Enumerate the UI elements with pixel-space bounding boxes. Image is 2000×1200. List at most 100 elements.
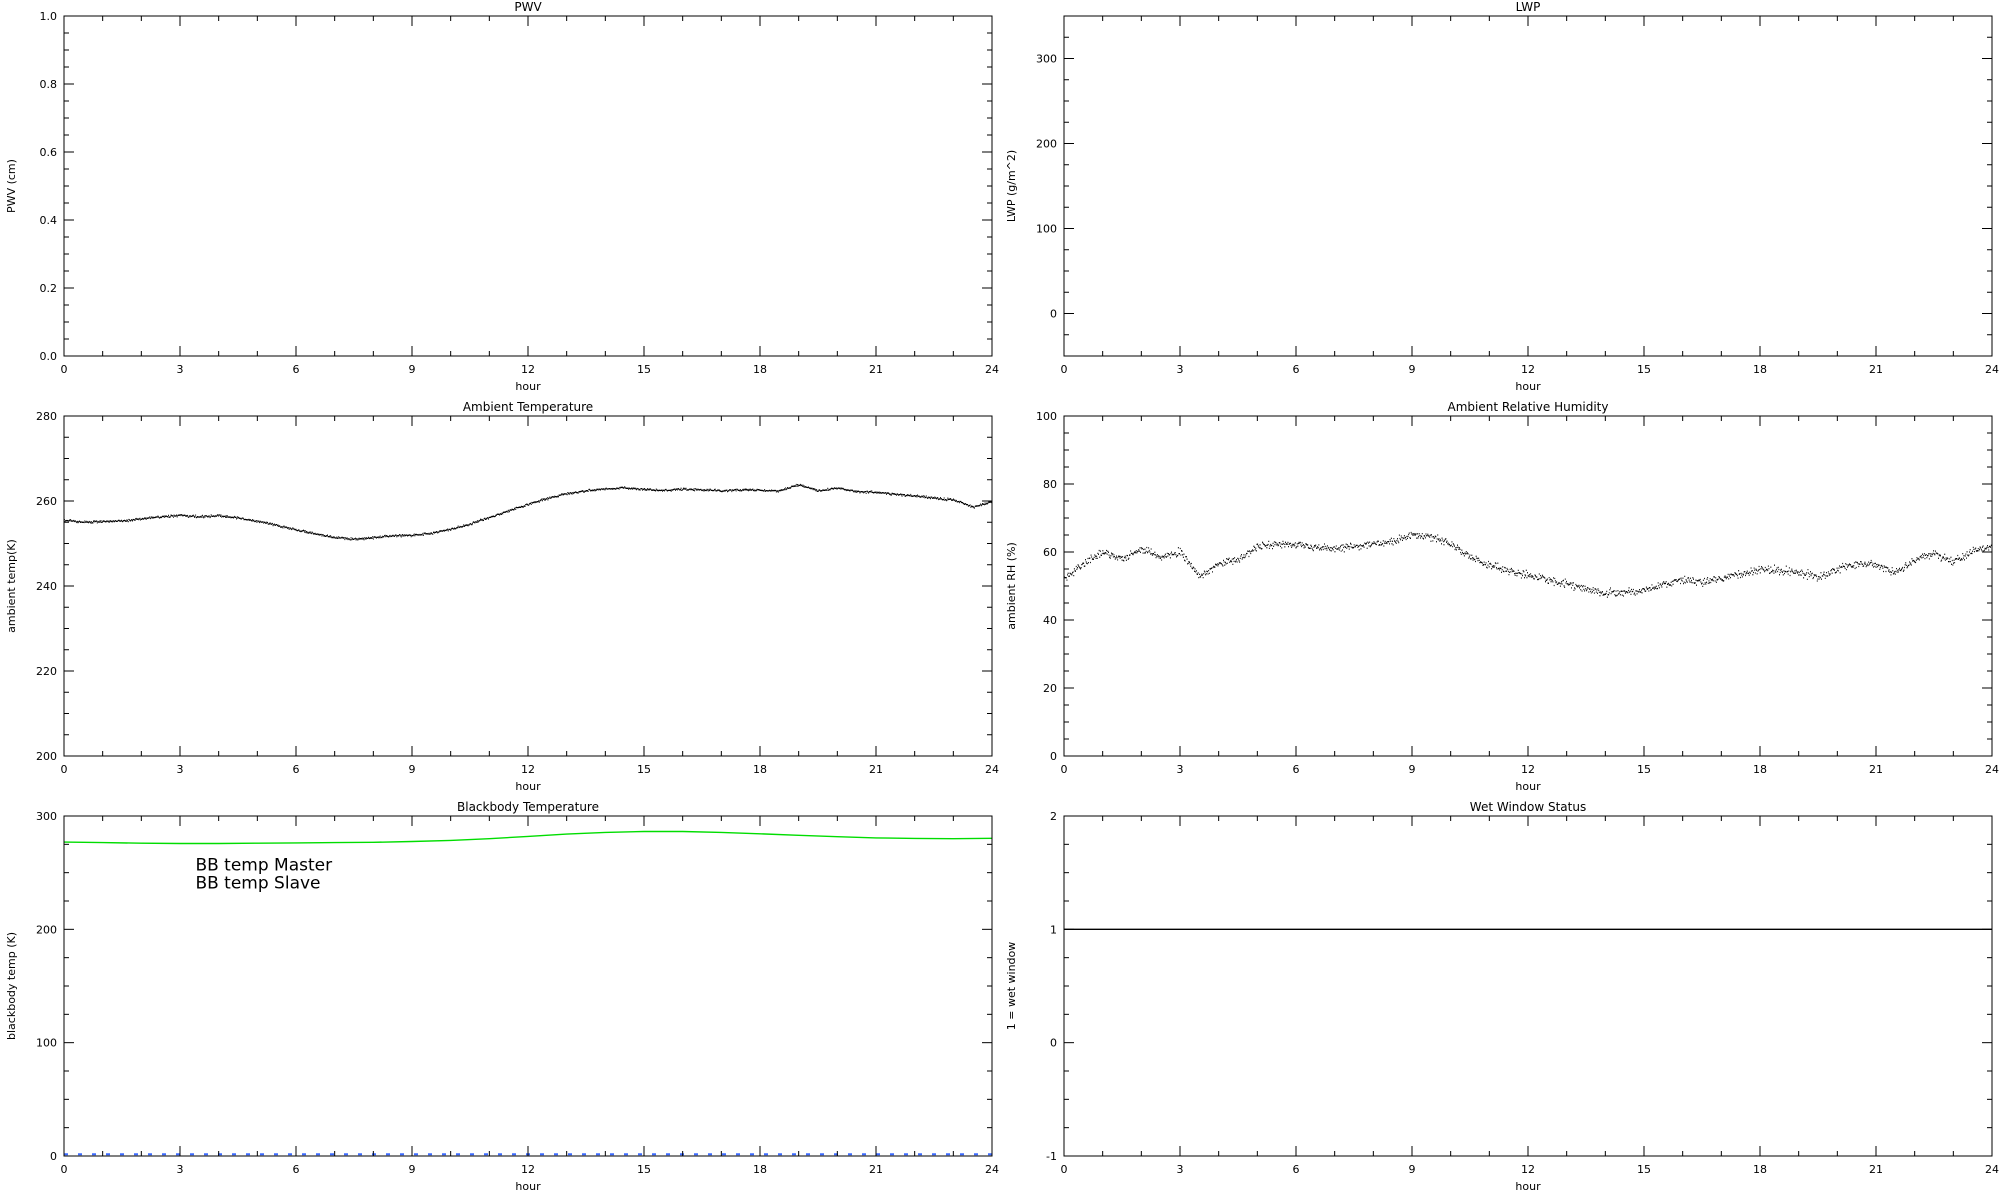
ambient-temp-chart: 0 3 6 9 12 15 18 21 24 200 220 240 260 280 Ambient Tem…	[5, 400, 999, 793]
y-tick-label: 0	[50, 1150, 57, 1163]
x-tick-label: 0	[61, 763, 68, 776]
x-tick-label: 6	[293, 763, 300, 776]
y-axis-label: ambient RH (%)	[1005, 542, 1018, 630]
x-tick-label: 15	[637, 363, 651, 376]
chart-title: Wet Window Status	[1470, 800, 1586, 814]
y-tick-label: 100	[1036, 223, 1057, 236]
x-tick-label: 18	[1753, 363, 1767, 376]
y-tick-label: 0	[1050, 750, 1057, 763]
x-tick-label: 12	[1521, 1163, 1535, 1176]
x-tick-label: 12	[1521, 363, 1535, 376]
plot-frame	[1063, 15, 1993, 357]
x-tick-label: 18	[1753, 1163, 1767, 1176]
y-axis-label: PWV (cm)	[5, 159, 18, 213]
x-tick-label: 18	[753, 763, 767, 776]
panel-ambient-rh: 0 3 6 9 12 15 18 21 24 0 20 40 60 80 100 Ambient Relati…	[1000, 400, 2000, 800]
y-tick-label: 1.0	[40, 10, 58, 23]
x-axis-label: hour	[1515, 780, 1541, 793]
y-tick-label: 240	[36, 580, 57, 593]
pwv-chart: 0 3 6 9 12 15 18 21 24 0.0 0.2 0.4 0.6 0.8 1.0 PWV hour P…	[5, 0, 999, 393]
y-tick-label: 280	[36, 410, 57, 423]
y-axis-label: LWP (g/m^2)	[1005, 150, 1018, 222]
y-tick-label: 200	[1036, 138, 1057, 151]
y-tick-label: 300	[36, 810, 57, 823]
chart-title: Ambient Temperature	[463, 400, 593, 414]
y-tick-label: 20	[1043, 682, 1057, 695]
x-tick-label: 6	[1293, 763, 1300, 776]
series-layer	[1064, 531, 1992, 598]
axis-ticks	[1063, 815, 1993, 1157]
panel-blackbody: 0 3 6 9 12 15 18 21 24 0 100 200 300 Blackbody Temper…	[0, 800, 1000, 1200]
axis-ticks	[1063, 15, 1993, 357]
y-tick-label: -1	[1046, 1150, 1057, 1163]
x-tick-label: 0	[1061, 763, 1068, 776]
x-tick-label: 15	[1637, 1163, 1651, 1176]
x-tick-label: 9	[409, 763, 416, 776]
x-tick-label: 15	[637, 763, 651, 776]
axis-ticks	[1063, 415, 1993, 757]
chart-title: Ambient Relative Humidity	[1448, 400, 1609, 414]
y-tick-label: 200	[36, 750, 57, 763]
x-tick-label: 18	[1753, 763, 1767, 776]
y-tick-label: 100	[1036, 410, 1057, 423]
x-tick-label: 15	[1637, 363, 1651, 376]
x-axis-label: hour	[515, 380, 541, 393]
y-tick-label: 60	[1043, 546, 1057, 559]
x-axis-label: hour	[515, 1180, 541, 1193]
x-tick-label: 0	[1061, 1163, 1068, 1176]
x-tick-label: 3	[177, 763, 184, 776]
x-tick-label: 3	[177, 1163, 184, 1176]
y-tick-label: 2	[1050, 810, 1057, 823]
plot-frame	[1063, 815, 1993, 1157]
legend-bb-temp-slave: BB temp Slave	[195, 874, 320, 894]
x-tick-label: 12	[521, 763, 535, 776]
plot-frame	[63, 15, 993, 357]
series-bb-temp-slave	[64, 830, 992, 845]
y-tick-label: 0	[1050, 1037, 1057, 1050]
x-tick-label: 0	[1061, 363, 1068, 376]
y-tick-label: 0.8	[40, 78, 58, 91]
y-tick-label: 0.0	[40, 350, 58, 363]
x-tick-label: 6	[293, 1163, 300, 1176]
x-tick-label: 3	[1177, 763, 1184, 776]
x-tick-label: 0	[61, 1163, 68, 1176]
y-tick-label: 220	[36, 665, 57, 678]
x-tick-label: 6	[293, 363, 300, 376]
panel-ambient-temp: 0 3 6 9 12 15 18 21 24 200 220 240 260 280 Ambient Tem…	[0, 400, 1000, 800]
x-axis-label: hour	[1515, 380, 1541, 393]
y-tick-label: 0.4	[40, 214, 58, 227]
x-tick-label: 18	[753, 363, 767, 376]
chart-title: Blackbody Temperature	[457, 800, 599, 814]
x-axis-label: hour	[515, 780, 541, 793]
y-tick-label: 260	[36, 495, 57, 508]
x-tick-label: 3	[177, 363, 184, 376]
x-tick-label: 21	[869, 363, 883, 376]
plot-frame	[1063, 415, 1993, 757]
chart-title: LWP	[1516, 0, 1541, 14]
axis-ticks	[63, 415, 993, 757]
panel-pwv: 0 3 6 9 12 15 18 21 24 0.0 0.2 0.4 0.6 0.8 1.0 PWV hour P…	[0, 0, 1000, 400]
y-axis-label: blackbody temp (K)	[5, 932, 18, 1040]
y-tick-label: 0.2	[40, 282, 58, 295]
series-layer	[64, 483, 992, 541]
x-tick-label: 12	[521, 1163, 535, 1176]
y-tick-label: 40	[1043, 614, 1057, 627]
x-tick-label: 9	[1409, 363, 1416, 376]
panel-lwp: 0 3 6 9 12 15 18 21 24 0 100 200 300 LWP hour LWP (g/m^…	[1000, 0, 2000, 400]
x-tick-label: 9	[409, 363, 416, 376]
y-tick-label: 200	[36, 923, 57, 936]
x-tick-label: 21	[869, 1163, 883, 1176]
y-tick-label: 0	[1050, 308, 1057, 321]
x-tick-label: 12	[521, 363, 535, 376]
x-tick-label: 21	[869, 763, 883, 776]
y-axis-label: 1 = wet window	[1005, 942, 1018, 1031]
ambient-rh-chart: 0 3 6 9 12 15 18 21 24 0 20 40 60 80 100 Ambient Relati…	[1005, 400, 1999, 793]
series-ambient-rh-pct	[1064, 531, 1992, 598]
x-tick-label: 24	[985, 1163, 999, 1176]
x-tick-label: 21	[1869, 363, 1883, 376]
x-tick-label: 24	[1985, 1163, 1999, 1176]
x-tick-label: 15	[1637, 763, 1651, 776]
series-ambient-temp-K	[64, 483, 992, 541]
